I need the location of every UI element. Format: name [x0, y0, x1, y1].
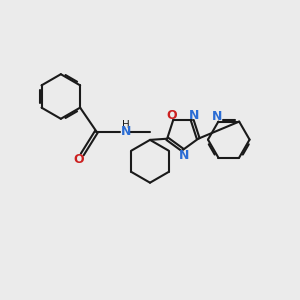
Text: O: O: [73, 153, 84, 166]
Text: N: N: [121, 125, 131, 138]
Text: O: O: [166, 109, 177, 122]
Text: H: H: [122, 120, 130, 130]
Text: N: N: [189, 109, 199, 122]
Text: N: N: [179, 149, 189, 162]
Text: N: N: [212, 110, 222, 123]
